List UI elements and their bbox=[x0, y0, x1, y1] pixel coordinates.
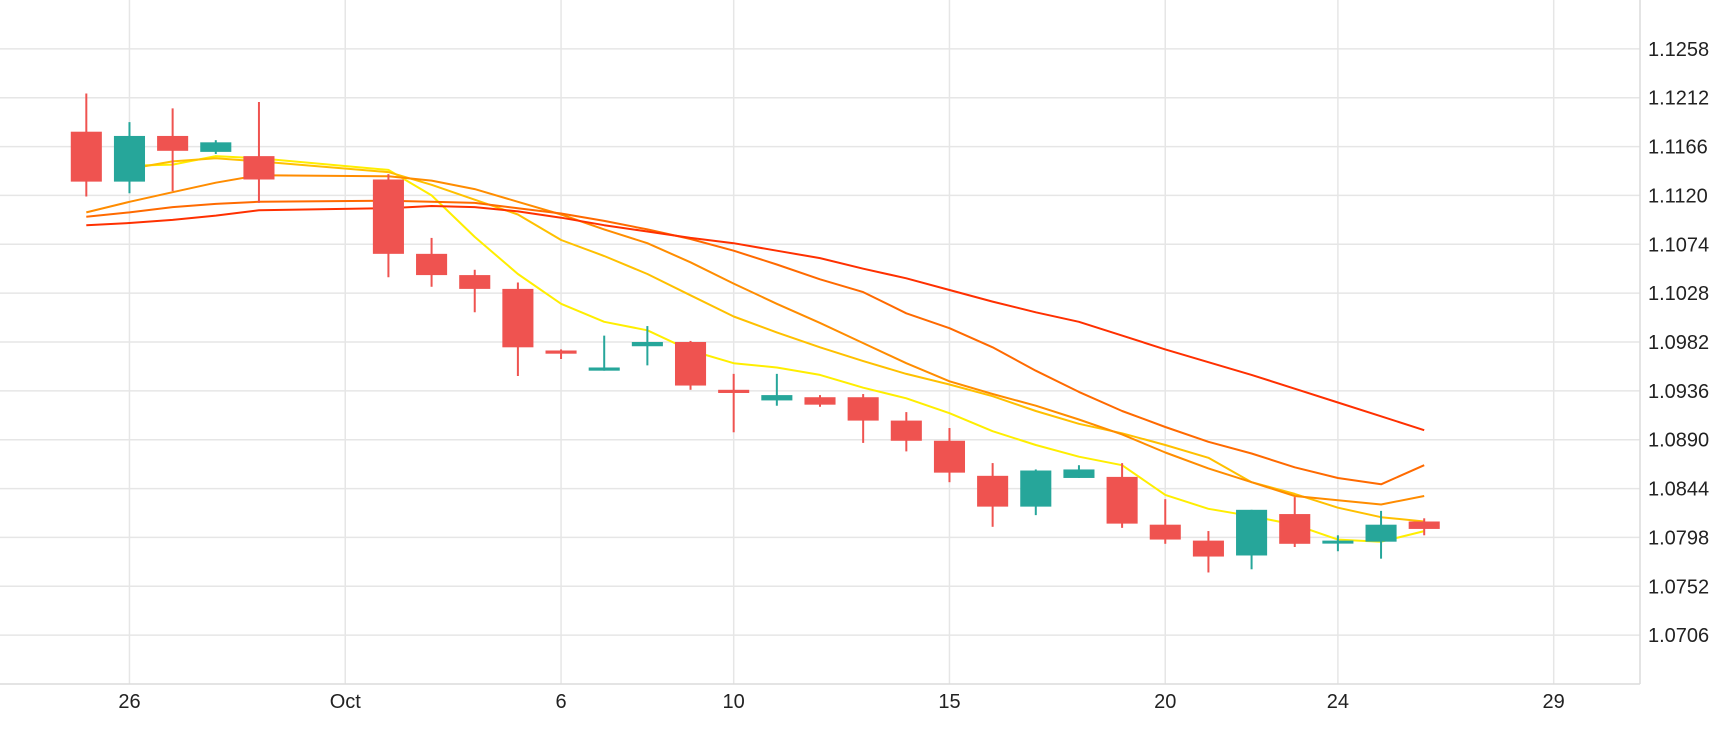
y-tick-label: 1.1074 bbox=[1648, 234, 1709, 256]
candle-body bbox=[1063, 469, 1095, 478]
candle bbox=[631, 326, 663, 366]
x-tick-label: 29 bbox=[1543, 691, 1565, 713]
y-tick-label: 1.0752 bbox=[1648, 576, 1709, 598]
candle-body bbox=[545, 350, 577, 354]
candle bbox=[1408, 518, 1440, 536]
candle bbox=[1322, 535, 1354, 552]
candle-body bbox=[1020, 470, 1052, 507]
y-tick-label: 1.0798 bbox=[1648, 527, 1709, 549]
x-tick-label: 26 bbox=[118, 691, 140, 713]
x-gridlines bbox=[128, 0, 1555, 684]
candle bbox=[761, 373, 793, 406]
candle bbox=[890, 412, 922, 452]
y-tick-label: 1.0890 bbox=[1648, 430, 1709, 452]
candle bbox=[157, 108, 189, 192]
candle-body bbox=[588, 367, 620, 371]
candle bbox=[372, 174, 404, 278]
candle-body bbox=[674, 342, 707, 386]
y-tick-label: 1.0936 bbox=[1648, 381, 1709, 403]
candle-body bbox=[113, 135, 146, 182]
candle bbox=[1063, 465, 1095, 478]
candle-body bbox=[847, 397, 879, 421]
candle-body bbox=[631, 342, 663, 347]
y-tick-label: 1.1028 bbox=[1648, 283, 1709, 305]
y-tick-label: 1.0706 bbox=[1648, 625, 1709, 647]
y-tick-label: 1.1212 bbox=[1648, 88, 1709, 110]
candle bbox=[977, 463, 1009, 527]
candle-body bbox=[200, 142, 232, 152]
moving-average-lines bbox=[86, 155, 1425, 543]
candle bbox=[1106, 463, 1138, 528]
candle-body bbox=[804, 397, 836, 405]
x-tick-label: 24 bbox=[1327, 691, 1349, 713]
candle bbox=[1149, 499, 1181, 544]
candle-body bbox=[1149, 524, 1181, 540]
candle-body bbox=[1279, 514, 1311, 544]
y-axis-tick-labels: 1.0706 1.0752 1.0798 1.0844 1.0890 1.0936 1.09… bbox=[1648, 39, 1709, 647]
y-gridlines bbox=[0, 48, 1640, 636]
candle bbox=[1236, 509, 1268, 570]
candle bbox=[1020, 469, 1052, 516]
y-tick-label: 1.1258 bbox=[1648, 39, 1709, 61]
candle-body bbox=[372, 179, 404, 254]
y-tick-label: 1.1120 bbox=[1648, 185, 1708, 207]
candle-body bbox=[243, 156, 275, 180]
candle-body bbox=[157, 135, 189, 151]
y-tick-label: 1.0844 bbox=[1648, 479, 1709, 501]
candle bbox=[1365, 510, 1397, 559]
candle bbox=[674, 340, 707, 390]
candle bbox=[243, 101, 275, 203]
y-tick-label: 1.0982 bbox=[1648, 332, 1709, 354]
candle bbox=[200, 140, 232, 155]
candle-body bbox=[70, 131, 102, 182]
candle-body bbox=[933, 440, 966, 473]
candle bbox=[70, 93, 102, 197]
moving-average-line bbox=[86, 199, 1425, 486]
candle bbox=[1192, 531, 1224, 573]
candle bbox=[718, 373, 750, 433]
candle bbox=[545, 349, 577, 359]
candle-body bbox=[502, 288, 534, 348]
x-tick-label: 15 bbox=[938, 691, 960, 713]
moving-average-line bbox=[86, 205, 1425, 432]
moving-average-line bbox=[129, 155, 1425, 543]
candle-body bbox=[1106, 476, 1138, 524]
candle-body bbox=[1408, 521, 1440, 529]
candle-body bbox=[718, 389, 750, 393]
candle-body bbox=[1236, 509, 1268, 556]
candle bbox=[933, 428, 966, 483]
candle-body bbox=[459, 275, 491, 289]
candle bbox=[459, 269, 491, 313]
x-tick-label: 10 bbox=[723, 691, 745, 713]
candle-body bbox=[1365, 524, 1397, 542]
candle-body bbox=[416, 253, 448, 276]
candle-body bbox=[1192, 540, 1224, 557]
moving-average-line bbox=[129, 157, 1425, 523]
moving-average-line bbox=[86, 174, 1425, 506]
candle-body bbox=[1322, 540, 1354, 544]
x-tick-label: 6 bbox=[555, 691, 566, 713]
candle bbox=[847, 394, 879, 443]
candle bbox=[804, 395, 836, 407]
candles bbox=[70, 93, 1440, 573]
candle-body bbox=[761, 395, 793, 401]
candle bbox=[1279, 497, 1311, 547]
y-tick-label: 1.1166 bbox=[1648, 137, 1708, 159]
x-tick-label: 20 bbox=[1154, 691, 1176, 713]
x-tick-label: Oct bbox=[330, 691, 362, 713]
candle bbox=[588, 335, 620, 371]
x-axis-tick-labels: 26 Oct 6 10 15 20 24 29 bbox=[118, 691, 1564, 713]
candle bbox=[416, 237, 448, 287]
candle bbox=[502, 282, 534, 376]
candle-body bbox=[890, 420, 922, 441]
candle bbox=[113, 122, 146, 194]
candle-body bbox=[977, 475, 1009, 507]
